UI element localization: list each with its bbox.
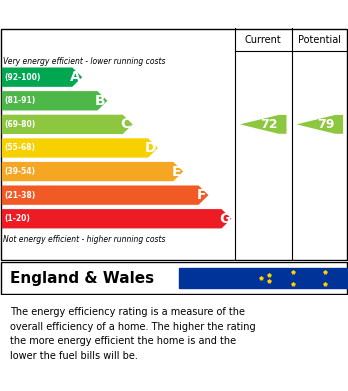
Polygon shape [2, 68, 82, 87]
Polygon shape [296, 115, 343, 134]
Text: (69-80): (69-80) [5, 120, 36, 129]
Polygon shape [2, 209, 231, 228]
Text: Not energy efficient - higher running costs: Not energy efficient - higher running co… [3, 235, 166, 244]
Text: Energy Efficiency Rating: Energy Efficiency Rating [10, 7, 220, 22]
Text: D: D [145, 141, 157, 155]
Text: The energy efficiency rating is a measure of the
overall efficiency of a home. T: The energy efficiency rating is a measur… [10, 307, 256, 361]
Text: (1-20): (1-20) [5, 214, 30, 223]
Text: E: E [172, 165, 181, 179]
Text: England & Wales: England & Wales [10, 271, 155, 285]
Text: C: C [120, 117, 131, 131]
Text: (21-38): (21-38) [5, 191, 36, 200]
Polygon shape [2, 91, 108, 110]
Text: Current: Current [245, 35, 282, 45]
Text: EU Directive
2002/91/EC: EU Directive 2002/91/EC [242, 267, 295, 287]
Text: Potential: Potential [298, 35, 341, 45]
Text: (81-91): (81-91) [5, 96, 36, 105]
Polygon shape [2, 115, 133, 134]
Text: (55-68): (55-68) [5, 143, 35, 152]
Text: (39-54): (39-54) [5, 167, 35, 176]
Text: F: F [197, 188, 206, 202]
Text: (92-100): (92-100) [5, 73, 41, 82]
Text: 79: 79 [317, 118, 334, 131]
Polygon shape [2, 185, 208, 205]
Bar [179, 268, 348, 288]
Text: A: A [70, 70, 80, 84]
Polygon shape [240, 115, 286, 134]
Text: G: G [219, 212, 230, 226]
Text: B: B [95, 94, 106, 108]
Polygon shape [2, 138, 158, 158]
Text: Very energy efficient - lower running costs: Very energy efficient - lower running co… [3, 57, 166, 66]
Polygon shape [2, 162, 183, 181]
Text: 72: 72 [260, 118, 278, 131]
